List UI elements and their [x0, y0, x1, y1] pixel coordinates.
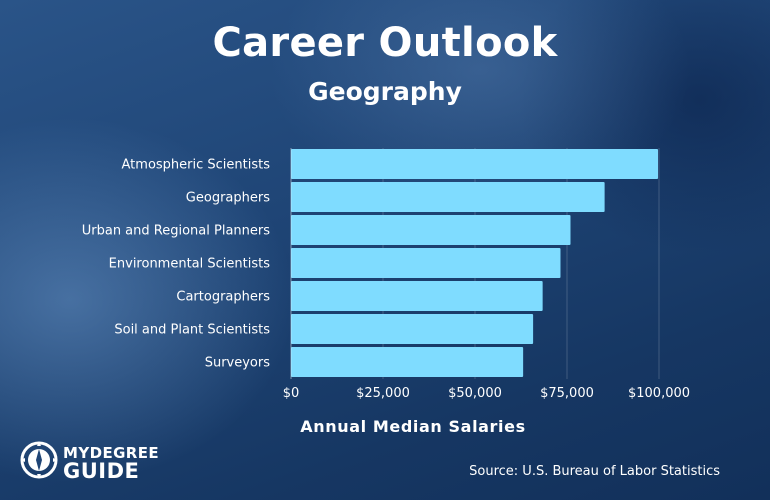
x-tick-label-1: $25,000: [356, 386, 410, 401]
x-tick-label-2: $50,000: [448, 386, 502, 401]
chart-subtitle: Geography: [308, 77, 462, 106]
category-label-2: Urban and Regional Planners: [82, 224, 270, 239]
bar-1: [291, 182, 605, 212]
compass-icon: [20, 441, 58, 479]
category-label-3: Environmental Scientists: [109, 257, 271, 272]
x-tick-label-0: $0: [283, 386, 300, 401]
category-label-1: Geographers: [186, 191, 270, 206]
source-note: Source: U.S. Bureau of Labor Statistics: [469, 464, 720, 479]
x-axis-label: Annual Median Salaries: [300, 417, 526, 436]
mydegreeguide-logo: MYDEGREE GUIDE: [19, 440, 169, 484]
bar-3: [291, 248, 561, 278]
x-tick-label-4: $100,000: [628, 386, 690, 401]
logo-text-top: MYDEGREE: [63, 444, 160, 462]
category-label-4: Cartographers: [176, 290, 270, 305]
x-tick-label-3: $75,000: [540, 386, 594, 401]
bar-4: [291, 281, 543, 311]
bar-2: [291, 215, 571, 245]
bar-5: [291, 314, 534, 344]
category-label-5: Soil and Plant Scientists: [114, 323, 270, 338]
category-label-6: Surveyors: [205, 356, 271, 371]
category-label-0: Atmospheric Scientists: [122, 158, 271, 173]
bar-6: [291, 347, 524, 377]
chart-title: Career Outlook: [212, 20, 558, 66]
logo-text-bottom: GUIDE: [63, 459, 140, 483]
bar-0: [291, 149, 659, 179]
